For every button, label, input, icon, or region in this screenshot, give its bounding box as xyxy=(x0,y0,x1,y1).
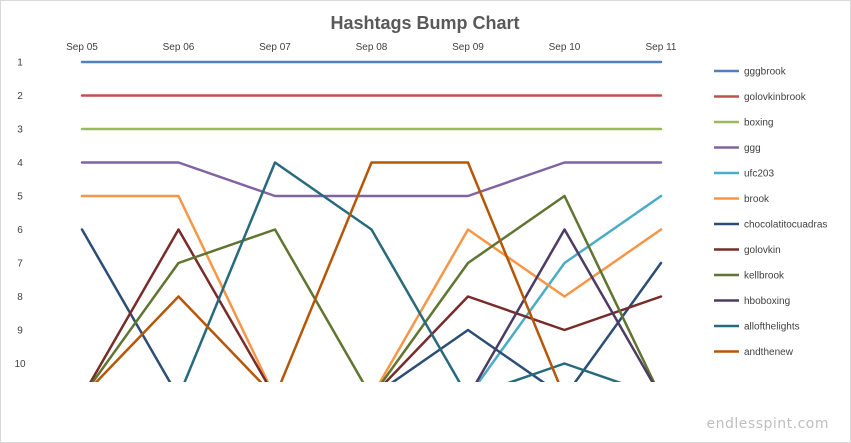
legend-label: golovkin xyxy=(744,245,781,256)
y-axis-tick-labels: 1 2 3 4 5 6 7 8 9 10 xyxy=(14,58,26,371)
legend-label: golovkinbrook xyxy=(744,92,807,103)
x-axis-tick-labels: Sep 05 Sep 06 Sep 07 Sep 08 Sep 09 Sep 10 Sep … xyxy=(66,42,677,53)
watermark: endlesspint.com xyxy=(707,416,829,432)
series-line-kellbrook xyxy=(91,194,656,382)
x-tick-label: Sep 07 xyxy=(259,42,291,53)
y-tick-label: 5 xyxy=(17,192,23,203)
legend-label: gggbrook xyxy=(744,67,787,78)
legend-label: boxing xyxy=(744,118,773,129)
legend-label: ufc203 xyxy=(744,169,774,180)
series-line-brook xyxy=(80,194,663,382)
y-tick-label: 8 xyxy=(17,292,23,303)
legend-label: ggg xyxy=(744,143,761,154)
x-tick-label: Sep 06 xyxy=(163,42,195,53)
legend-label: brook xyxy=(744,194,770,205)
y-tick-label: 2 xyxy=(17,91,23,102)
legend-label: andthenew xyxy=(744,347,794,358)
legend-label: allofthelights xyxy=(744,322,800,333)
legend-label: chocolatitocuadras xyxy=(744,220,827,231)
series-line-chocolatitocuadras xyxy=(390,261,663,382)
chart-title: Hashtags Bump Chart xyxy=(330,13,519,33)
legend: gggbrook golovkinbrook boxing ggg ufc203 broo… xyxy=(714,67,827,358)
y-tick-label: 9 xyxy=(17,326,23,337)
series-line-golovkin xyxy=(89,228,663,382)
y-tick-label: 3 xyxy=(17,125,23,136)
series-lines xyxy=(80,60,663,382)
x-tick-label: Sep 10 xyxy=(549,42,581,53)
y-tick-label: 7 xyxy=(17,259,23,270)
x-tick-label: Sep 09 xyxy=(452,42,484,53)
y-tick-label: 4 xyxy=(17,158,23,169)
x-tick-label: Sep 11 xyxy=(646,42,677,53)
legend-label: hboboxing xyxy=(744,296,790,307)
x-tick-label: Sep 05 xyxy=(66,42,98,53)
series-line-allofthelights xyxy=(183,161,622,382)
y-tick-label: 10 xyxy=(14,359,26,370)
x-tick-label: Sep 08 xyxy=(356,42,388,53)
y-tick-label: 1 xyxy=(17,58,23,69)
y-tick-label: 6 xyxy=(17,225,23,236)
series-line-andthenew xyxy=(94,161,560,382)
legend-label: kellbrook xyxy=(744,271,785,282)
series-line-hboboxing xyxy=(475,228,654,382)
series-line-ggg xyxy=(80,161,663,198)
